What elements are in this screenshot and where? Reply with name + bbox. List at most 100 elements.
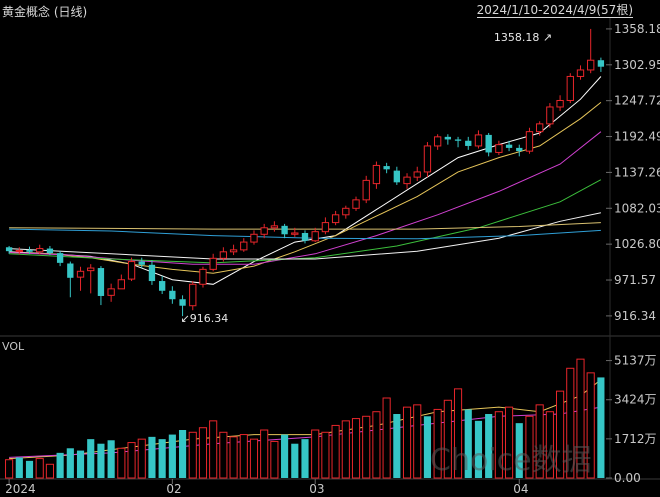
ma-line-ma30 bbox=[9, 179, 602, 264]
candle-body bbox=[107, 288, 115, 296]
candle-body bbox=[516, 147, 523, 152]
volume-bar bbox=[87, 439, 95, 478]
axes: 1358.18 1302.95 1247.72 1192.49 1137.26 1082.… bbox=[5, 22, 660, 496]
volume-bar bbox=[515, 423, 523, 478]
candle-body bbox=[209, 257, 217, 270]
volume-bar bbox=[45, 463, 54, 479]
ma-line-ma20 bbox=[9, 131, 602, 265]
volume-tick-label: 1712万 bbox=[614, 432, 657, 446]
volume-bar bbox=[586, 372, 595, 479]
candle-body bbox=[5, 247, 13, 252]
candle-body bbox=[444, 136, 452, 140]
volume-bar bbox=[107, 440, 115, 478]
candle-body bbox=[372, 164, 381, 185]
volume-bar bbox=[535, 404, 544, 479]
volume-bar bbox=[453, 388, 463, 479]
volume-bar bbox=[443, 399, 452, 479]
volume-bar bbox=[137, 438, 146, 479]
volume-bar bbox=[545, 411, 554, 479]
volume-bar bbox=[260, 429, 269, 479]
candle-body bbox=[240, 241, 248, 251]
volume-bar bbox=[321, 431, 330, 479]
date-range[interactable]: 2024/1/10-2024/4/9(57根) bbox=[476, 3, 633, 18]
chart-title: 黄金概念 (日线) bbox=[2, 5, 88, 19]
candle-body bbox=[97, 268, 105, 296]
low-price-label: ↙916.34 bbox=[181, 312, 229, 325]
high-price-label: 1358.18 ↗ bbox=[494, 31, 552, 44]
candle-body bbox=[393, 170, 400, 183]
price-tick-label: 1192.49 bbox=[614, 130, 660, 144]
volume-bar bbox=[311, 429, 320, 479]
volume-bar bbox=[504, 406, 514, 479]
watermark-text: Choice数据 bbox=[430, 443, 592, 478]
candlesticks bbox=[5, 28, 605, 317]
price-tick-label: 1302.95 bbox=[614, 58, 660, 72]
volume-bar bbox=[423, 416, 432, 478]
volume-bar bbox=[485, 414, 493, 478]
volume-bar bbox=[291, 443, 299, 478]
candle-body bbox=[465, 140, 472, 146]
candle-body bbox=[169, 290, 176, 300]
candle-body bbox=[536, 123, 544, 133]
candle-body bbox=[556, 99, 564, 108]
price-tick-label: 1026.80 bbox=[614, 237, 660, 251]
volume-bar bbox=[597, 377, 605, 478]
volume-bar bbox=[494, 411, 503, 479]
candle-body bbox=[127, 261, 136, 280]
candle-body bbox=[495, 144, 503, 153]
date-tick-label: 03 bbox=[309, 482, 324, 496]
price-tick-label: 1082.03 bbox=[614, 201, 660, 215]
candle-body bbox=[219, 251, 228, 259]
annotations: 1358.18 ↗ ↙916.34 bbox=[181, 31, 553, 325]
candle-body bbox=[576, 69, 585, 77]
volume-bar bbox=[25, 460, 34, 478]
volume-tick-label: 5137万 bbox=[614, 354, 657, 368]
candle-body bbox=[454, 139, 462, 141]
candle-body bbox=[76, 270, 85, 278]
candle-body bbox=[352, 199, 360, 209]
candle-body bbox=[36, 248, 44, 253]
volume-tick-label: 0.00 bbox=[614, 471, 641, 485]
volume-bar bbox=[188, 431, 197, 479]
candle-body bbox=[525, 131, 534, 152]
candle-body bbox=[148, 264, 156, 282]
candle-body bbox=[67, 263, 74, 278]
volume-bar bbox=[56, 452, 64, 478]
candle-body bbox=[342, 207, 350, 216]
volume-bar bbox=[76, 450, 85, 478]
grid bbox=[0, 18, 660, 480]
candle-body bbox=[362, 179, 370, 201]
volume-bar bbox=[474, 420, 483, 478]
volume-bar bbox=[97, 443, 105, 478]
candle-body bbox=[566, 75, 574, 101]
moving-average-lines bbox=[9, 76, 602, 285]
candle-body bbox=[199, 268, 207, 285]
candle-body bbox=[423, 145, 432, 173]
volume-bar bbox=[209, 420, 218, 479]
ma-line-ma250 bbox=[9, 222, 601, 230]
candle-body bbox=[117, 279, 126, 290]
candle-body bbox=[505, 144, 513, 148]
volume-bar bbox=[351, 418, 361, 479]
volume-bar bbox=[331, 424, 340, 479]
price-tick-label: 971.57 bbox=[614, 273, 656, 287]
volume-bar bbox=[281, 434, 289, 478]
price-tick-label: 1137.26 bbox=[614, 165, 660, 179]
candle-body bbox=[260, 227, 268, 235]
volume-bar bbox=[148, 436, 156, 478]
volume-bar bbox=[249, 438, 259, 479]
volume-bar bbox=[402, 406, 412, 479]
volume-bar bbox=[198, 427, 208, 479]
candle-body bbox=[158, 281, 166, 291]
volume-bar bbox=[168, 434, 176, 478]
candle-body bbox=[383, 166, 390, 170]
candle-body bbox=[138, 261, 145, 265]
candle-body bbox=[403, 176, 411, 185]
ma-line-ma10 bbox=[9, 102, 602, 274]
candle-body bbox=[87, 267, 95, 272]
candle-body bbox=[587, 59, 595, 71]
volume-bar bbox=[382, 397, 391, 479]
volume-bar bbox=[372, 411, 381, 479]
volume-bar bbox=[341, 420, 350, 479]
